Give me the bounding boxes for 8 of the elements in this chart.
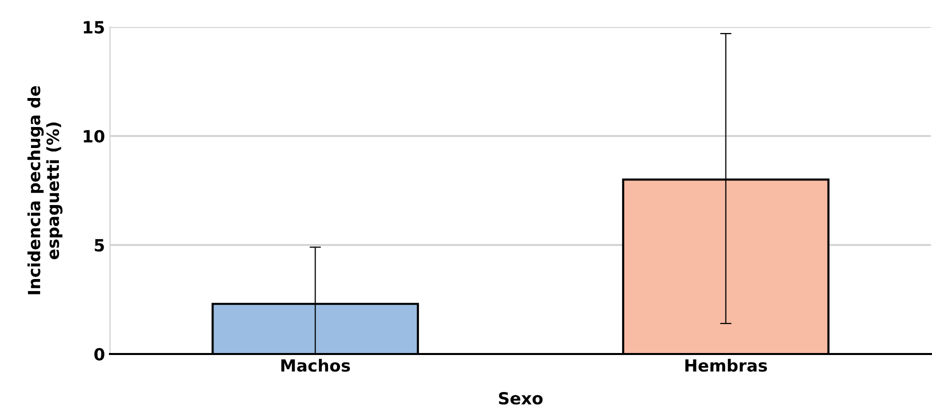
y-tick-label: 5 bbox=[94, 239, 104, 252]
x-tick-label: Hembras bbox=[685, 358, 767, 372]
x-tick-label: Machos bbox=[281, 358, 350, 372]
y-tick-label: 15 bbox=[84, 21, 104, 34]
x-axis-title: Sexo bbox=[498, 392, 543, 405]
y-tick-label: 0 bbox=[94, 348, 104, 361]
y-axis-title: Incidencia pechuga de espaguetti (%) bbox=[27, 86, 62, 294]
y-tick-label: 10 bbox=[84, 130, 104, 143]
